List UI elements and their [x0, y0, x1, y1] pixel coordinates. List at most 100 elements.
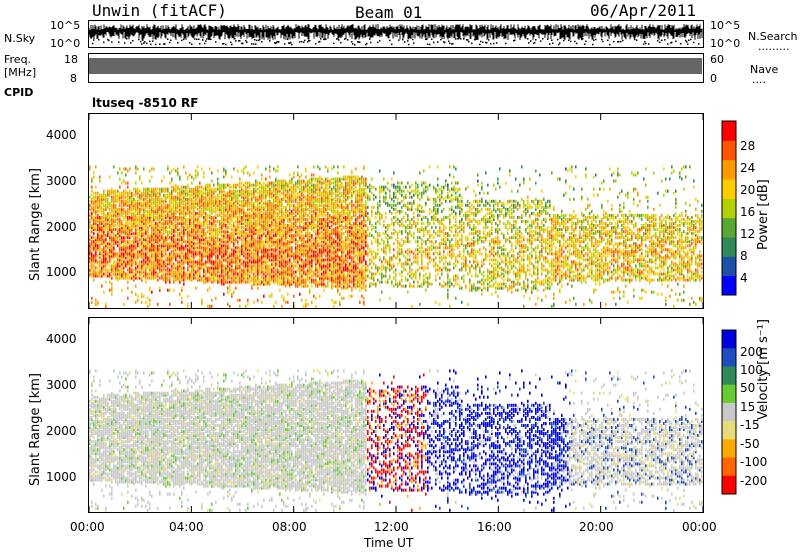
power-cell [91, 252, 93, 256]
power-cell [185, 211, 187, 215]
power-cell [111, 286, 113, 290]
noise-dot [601, 38, 603, 41]
noise-dot [93, 39, 95, 41]
power-cell [103, 248, 105, 252]
power-cell [217, 193, 219, 197]
power-cell [111, 219, 113, 223]
power-cell [257, 240, 259, 244]
power-cell [197, 246, 199, 250]
power-cell [177, 191, 179, 195]
power-cell [163, 213, 165, 217]
power-cell [159, 187, 161, 191]
power-cell [195, 250, 197, 254]
power-cell [187, 205, 189, 209]
noise-dot [620, 40, 622, 43]
power-cell [153, 197, 155, 201]
power-cell [241, 226, 243, 230]
noise-dot [163, 43, 165, 45]
power-cell [199, 278, 201, 282]
power-cell [227, 290, 229, 294]
power-cell [185, 217, 187, 221]
noise-dot [661, 39, 663, 42]
noise-dot [366, 42, 368, 45]
power-cell [207, 276, 209, 280]
power-cell [135, 181, 137, 185]
power-cell [239, 207, 241, 211]
power-cell [105, 256, 107, 260]
power-cell [243, 242, 245, 246]
noise-dot [391, 43, 393, 46]
power-cell [141, 213, 143, 217]
power-cell [231, 292, 233, 296]
power-cell [121, 246, 123, 250]
power-cell [215, 296, 217, 300]
power-cell [197, 258, 199, 262]
power-cell [173, 234, 175, 238]
power-cell [119, 191, 121, 195]
power-cell [141, 276, 143, 280]
power-cell [109, 252, 111, 256]
power-cell [157, 195, 159, 199]
power-cell [95, 201, 97, 205]
power-cell [95, 302, 97, 306]
power-cell [89, 248, 91, 252]
power-cell [89, 224, 91, 228]
power-cell [111, 238, 113, 242]
power-cell [207, 236, 209, 240]
noise-dot [340, 41, 342, 44]
power-cell [235, 254, 237, 258]
power-cell [261, 280, 263, 284]
power-cell [101, 197, 103, 201]
noise-dot [304, 39, 306, 42]
power-cell [245, 228, 247, 232]
power-cell [263, 211, 265, 215]
power-cell [187, 272, 189, 276]
noise-dot [413, 42, 415, 44]
noise-dot [303, 41, 305, 44]
power-cell [161, 274, 163, 278]
power-cell [93, 226, 95, 230]
power-cell [175, 183, 177, 187]
power-cell [105, 280, 107, 284]
power-cell [161, 222, 163, 226]
power-cell [213, 199, 215, 203]
power-cell [109, 250, 111, 254]
power-cell [103, 232, 105, 236]
power-cell [109, 238, 111, 242]
power-cell [269, 175, 271, 179]
power-cell [111, 276, 113, 280]
power-cell [89, 242, 91, 246]
power-cell [145, 280, 147, 284]
power-cell [203, 246, 205, 250]
noise-dot [239, 39, 241, 42]
power-cell [111, 207, 113, 211]
power-cell [95, 248, 97, 252]
power-cell [245, 280, 247, 284]
power-cell [109, 189, 111, 193]
power-cell [109, 288, 111, 292]
noise-dot [307, 41, 309, 43]
power-cell [275, 238, 277, 242]
power-cell [117, 268, 119, 272]
power-cell [165, 187, 167, 191]
power-cell [147, 187, 149, 191]
power-cell [107, 217, 109, 221]
power-cell [93, 274, 95, 278]
power-cell [141, 300, 143, 304]
beam-title: Beam 01 [355, 3, 423, 22]
power-cell [109, 203, 111, 207]
noise-dot [288, 42, 290, 44]
power-cell [147, 296, 149, 300]
power-cell [195, 286, 197, 290]
noise-dot [486, 42, 488, 44]
power-cell [101, 209, 103, 213]
power-cell [187, 266, 189, 270]
power-cell [189, 173, 191, 177]
power-cell [269, 165, 271, 169]
noise-dot [585, 40, 587, 43]
noise-dot [222, 43, 224, 45]
velocity-cbar-tick: -200 [740, 474, 768, 488]
power-cell [199, 185, 201, 189]
power-cell [153, 224, 155, 228]
power-cell [135, 199, 137, 203]
